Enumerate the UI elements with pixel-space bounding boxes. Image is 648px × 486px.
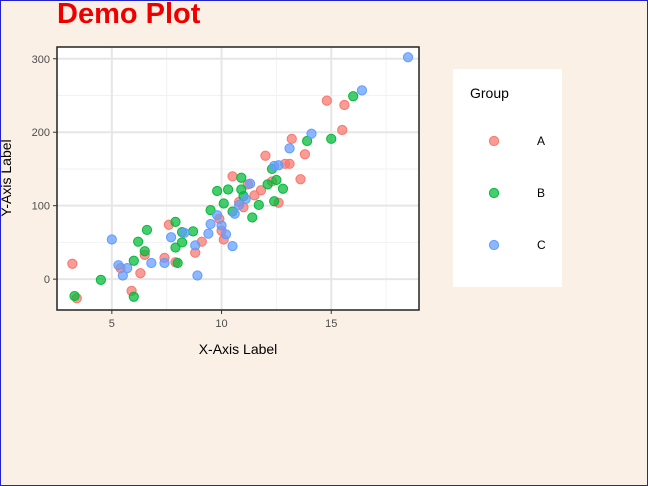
legend-key-a <box>488 135 500 147</box>
point-b <box>277 183 289 194</box>
point-c <box>106 234 117 245</box>
point-b <box>128 255 139 266</box>
legend-title: Group <box>470 85 509 101</box>
legend-key-b <box>488 187 500 199</box>
point-b <box>218 198 229 209</box>
y-tick-label: 300 <box>32 54 50 66</box>
point-b <box>170 216 181 227</box>
point-c <box>306 128 317 139</box>
point-b <box>271 174 282 186</box>
plot-border <box>56 46 420 311</box>
grid-lines <box>56 47 419 310</box>
point-b <box>176 237 188 248</box>
legend-items: A B C <box>488 134 546 252</box>
legend-key-c <box>488 239 500 251</box>
point-a <box>135 268 146 279</box>
point-c <box>159 257 170 269</box>
point-c <box>179 227 190 238</box>
point-c <box>192 270 203 281</box>
point-c <box>240 193 251 205</box>
legend-graphic: Group A B C <box>470 85 546 252</box>
point-c <box>212 210 223 221</box>
point-b <box>141 224 153 236</box>
point-a <box>321 95 332 106</box>
point-b <box>187 226 199 237</box>
y-tick-label: 0 <box>44 274 50 286</box>
point-b <box>139 246 150 257</box>
y-tick-label: 200 <box>32 127 50 139</box>
point-b <box>133 236 144 247</box>
point-b <box>269 196 280 207</box>
legend-label-c: C <box>537 238 546 252</box>
point-b <box>128 291 139 302</box>
point-a <box>255 185 267 196</box>
point-b <box>170 242 181 253</box>
point-b <box>253 199 264 211</box>
point-c <box>220 229 232 240</box>
point-c <box>273 160 284 171</box>
x-tick-label: 10 <box>215 318 227 330</box>
data-points <box>67 52 414 304</box>
point-c <box>284 143 295 154</box>
point-c <box>233 199 245 211</box>
point-c <box>216 220 227 231</box>
point-c <box>146 257 157 269</box>
point-c <box>113 260 124 271</box>
point-c <box>244 178 256 189</box>
point-b <box>302 135 313 147</box>
x-tick-label: 5 <box>109 318 115 330</box>
axes: 5 10 15 0 100 200 300 <box>32 54 338 330</box>
point-c <box>122 263 133 274</box>
point-a <box>339 99 350 111</box>
point-a <box>295 174 306 185</box>
point-c <box>229 208 240 219</box>
point-a <box>227 171 238 182</box>
point-b <box>223 184 234 195</box>
y-tick-label: 100 <box>32 201 50 213</box>
point-c <box>227 240 238 252</box>
point-c <box>205 218 216 230</box>
point-a <box>337 124 348 136</box>
point-c <box>117 270 128 281</box>
point-c <box>190 240 201 251</box>
legend-label-a: A <box>537 134 545 148</box>
x-axis-label: X-Axis Label <box>199 341 278 357</box>
point-b <box>247 212 258 223</box>
point-b <box>236 172 247 183</box>
point-c <box>356 85 368 96</box>
point-b <box>262 179 273 190</box>
y-axis-label: Y-Axis Label <box>0 139 14 216</box>
legend: Group A B C <box>453 69 562 287</box>
point-c <box>203 228 214 239</box>
point-b <box>348 91 359 102</box>
point-a <box>286 133 297 144</box>
point-b <box>95 274 106 285</box>
point-b <box>69 290 80 302</box>
point-a <box>299 149 311 160</box>
point-b <box>172 257 183 269</box>
legend-label-b: B <box>537 186 545 200</box>
x-tick-label: 15 <box>325 318 337 330</box>
point-b <box>212 185 223 197</box>
point-a <box>284 158 295 169</box>
point-a <box>260 150 271 161</box>
point-a <box>249 190 260 201</box>
point-b <box>326 133 337 144</box>
point-a <box>67 258 78 269</box>
point-c <box>402 52 414 63</box>
chart-title: Demo Plot <box>57 0 201 30</box>
point-b <box>205 204 216 216</box>
point-c <box>165 232 177 243</box>
